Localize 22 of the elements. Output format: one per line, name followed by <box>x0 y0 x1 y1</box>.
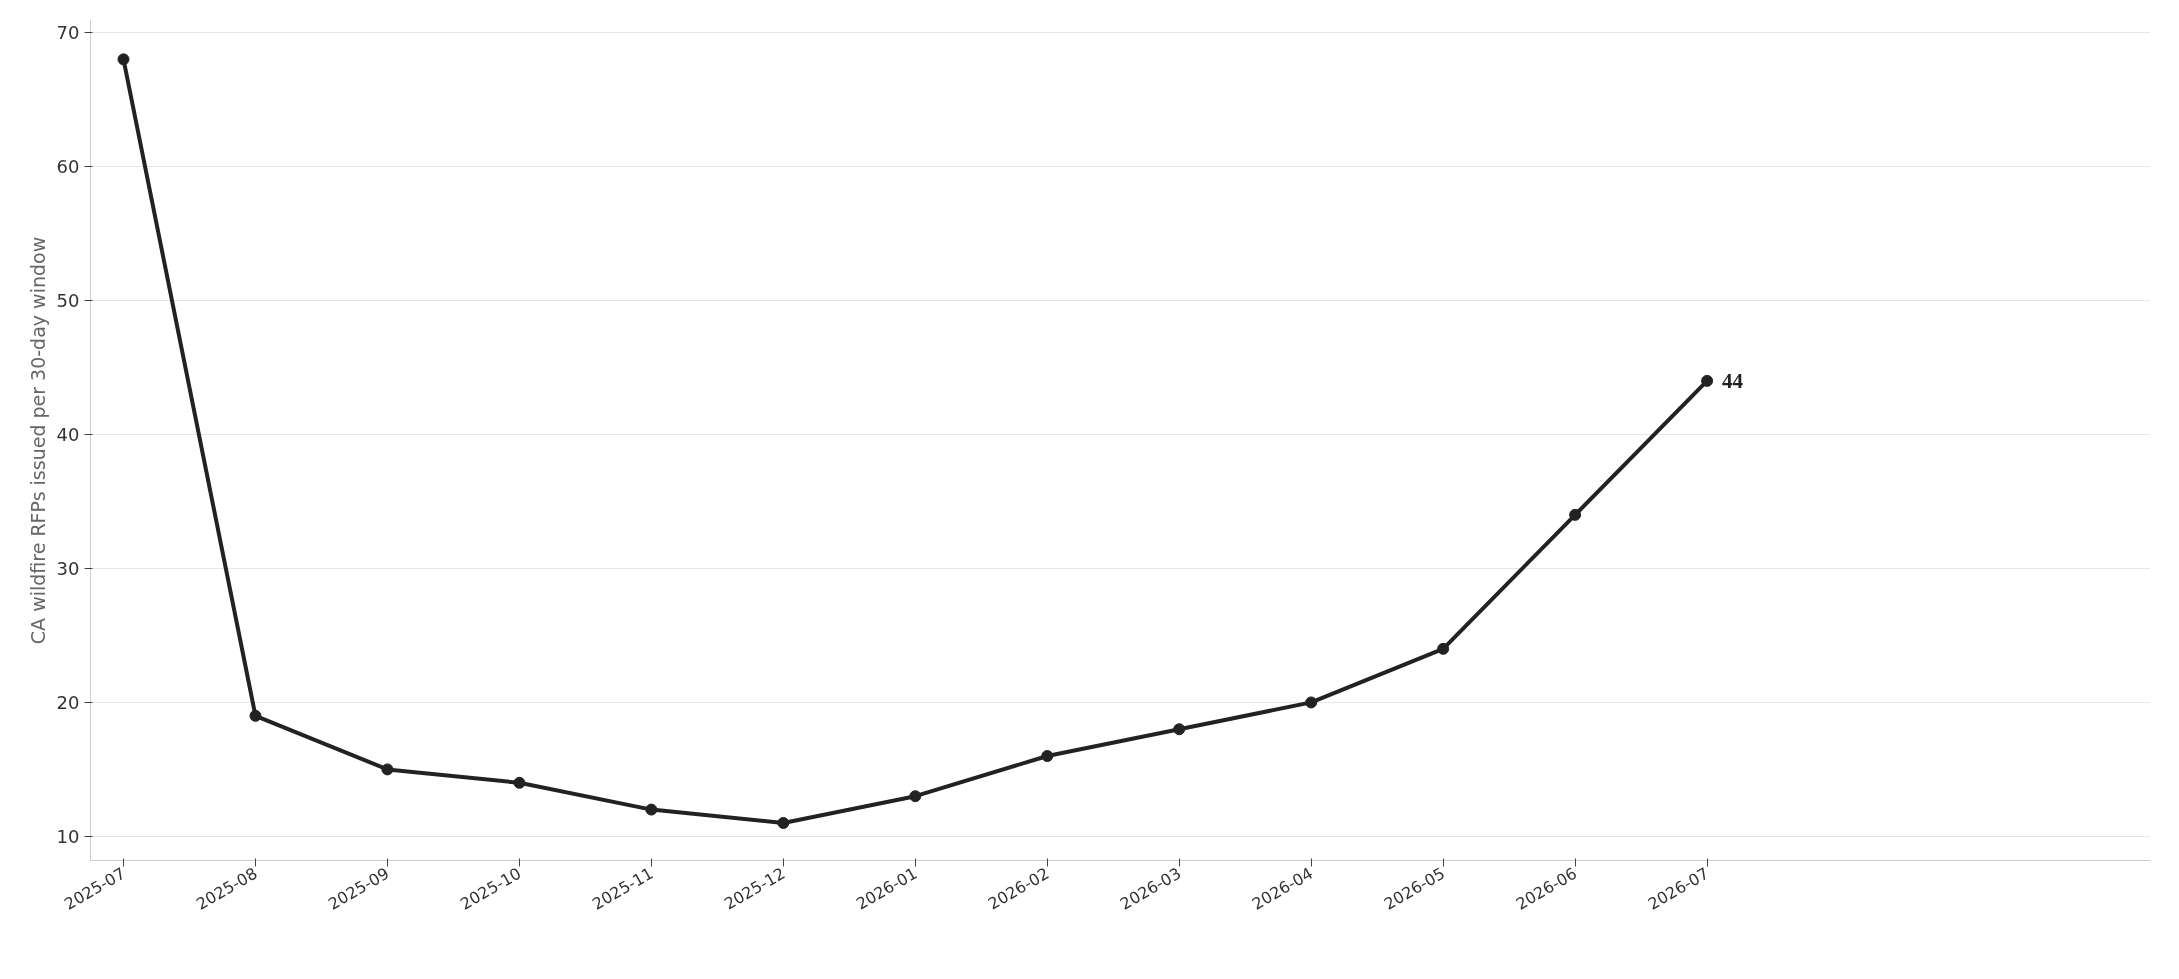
point <box>1305 696 1318 709</box>
point <box>1701 374 1714 387</box>
point <box>909 790 922 803</box>
point <box>1569 508 1582 521</box>
point <box>1041 750 1054 762</box>
y-tick-label: 50 <box>56 290 80 311</box>
point <box>117 53 130 66</box>
point <box>645 803 658 816</box>
point <box>249 709 262 722</box>
data-label: 44 <box>1722 368 1744 393</box>
y-tick-label: 10 <box>56 825 80 847</box>
y-tick-label: 30 <box>56 557 80 579</box>
point <box>777 817 790 829</box>
y-axis-title: CA wildfire RFPs issued per 30-day window <box>26 236 49 645</box>
point <box>1437 642 1450 655</box>
point <box>513 776 526 789</box>
y-tick-label: 60 <box>56 156 80 178</box>
y-tick-label: 70 <box>56 22 80 44</box>
point <box>381 763 394 776</box>
point <box>1173 723 1186 736</box>
y-tick-label: 40 <box>56 423 80 445</box>
y-tick-label: 20 <box>56 691 80 713</box>
